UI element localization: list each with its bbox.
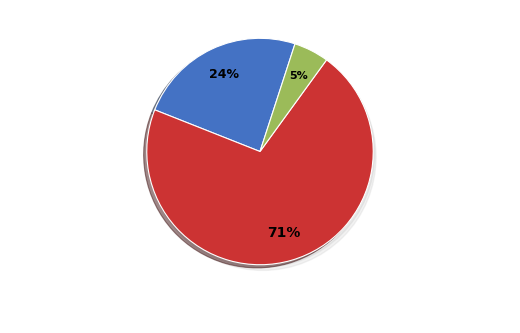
Text: 71%: 71% [267,226,301,240]
Circle shape [148,41,374,268]
Text: 5%: 5% [289,71,308,81]
Wedge shape [155,38,295,152]
Wedge shape [260,44,327,152]
Text: 24%: 24% [209,68,239,81]
Circle shape [150,44,376,270]
Wedge shape [147,60,373,265]
